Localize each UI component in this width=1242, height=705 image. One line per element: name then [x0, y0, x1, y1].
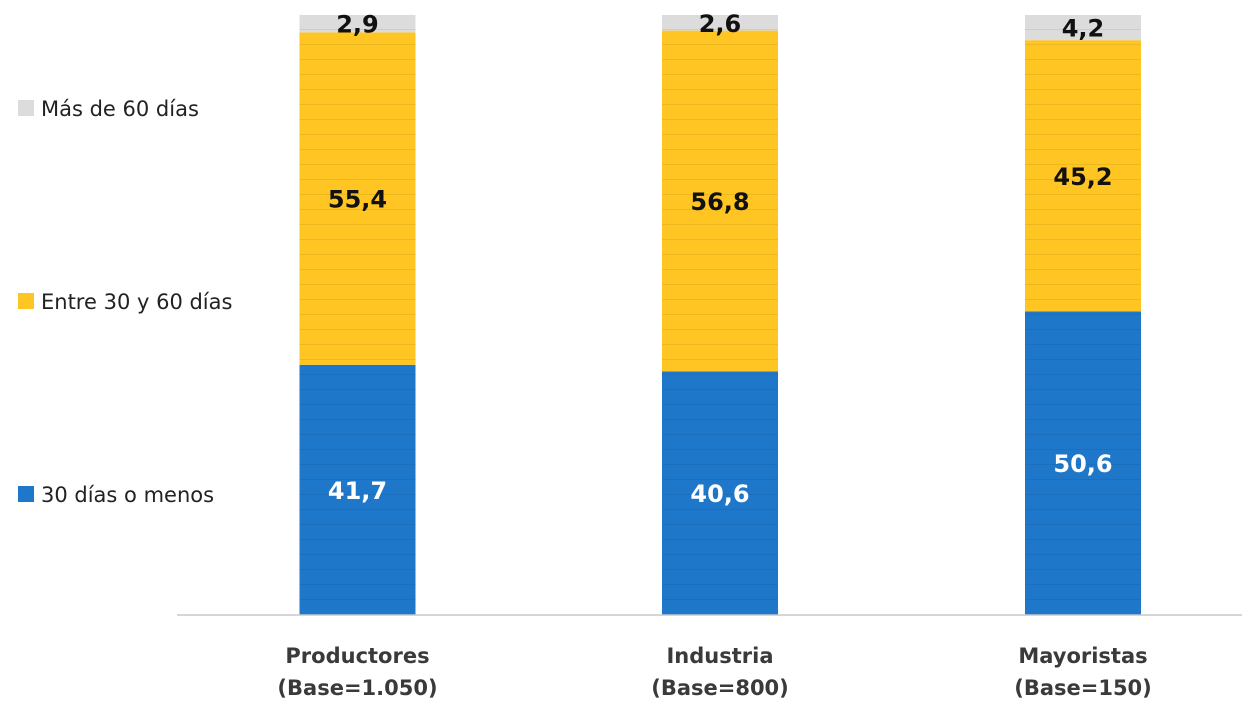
data-label-mayoristas-mas-de-60-dias: 4,2	[1062, 15, 1105, 43]
bar-mayoristas-entre-30-y-60-dias-texture	[1025, 40, 1141, 312]
x-tick-base-productores: (Base=1.050)	[277, 676, 437, 700]
x-tick-label-mayoristas: Mayoristas	[1018, 644, 1147, 668]
bars: 41,7 55,4 2,9 40,6 56,8 2,6 50,6 45,2 4,2	[299, 10, 1141, 615]
x-tick-label-productores: Productores	[285, 644, 429, 668]
bar-industria-30-dias-o-menos-texture	[662, 371, 778, 615]
category-labels: Productores (Base=1.050) Industria (Base=80…	[277, 644, 1151, 700]
legend-item-30-dias-o-menos: 30 días o menos	[18, 483, 214, 507]
bar-group-industria: 40,6 56,8 2,6	[662, 10, 778, 615]
bar-industria-entre-30-y-60-dias-texture	[662, 30, 778, 372]
data-label-productores-mas-de-60-dias: 2,9	[336, 11, 379, 39]
legend-label-entre-30-y-60-dias: Entre 30 y 60 días	[41, 290, 232, 314]
x-tick-mayoristas: Mayoristas (Base=150)	[1014, 644, 1152, 700]
legend-item-entre-30-y-60-dias: Entre 30 y 60 días	[18, 290, 232, 314]
legend-item-mas-de-60-dias: Más de 60 días	[18, 97, 199, 121]
data-label-productores-entre-30-y-60-dias: 55,4	[328, 186, 387, 214]
data-label-industria-mas-de-60-dias: 2,6	[699, 10, 742, 38]
bar-productores-30-dias-o-menos-texture	[299, 364, 416, 615]
bar-mayoristas-mas-de-60-dias-texture	[1025, 15, 1141, 41]
data-label-productores-30-dias-o-menos: 41,7	[328, 477, 387, 505]
bar-productores-mas-de-60-dias-texture	[299, 15, 416, 33]
x-tick-base-industria: (Base=800)	[651, 676, 789, 700]
bar-mayoristas-30-dias-o-menos-texture	[1025, 311, 1141, 615]
x-tick-label-industria: Industria	[666, 644, 773, 668]
legend: Más de 60 días Entre 30 y 60 días 30 días …	[18, 97, 232, 507]
data-label-industria-entre-30-y-60-dias: 56,8	[690, 188, 749, 216]
legend-swatch-entre-30-y-60-dias	[18, 293, 34, 309]
x-tick-base-mayoristas: (Base=150)	[1014, 676, 1152, 700]
legend-swatch-30-dias-o-menos	[18, 486, 34, 502]
legend-swatch-mas-de-60-dias	[18, 100, 34, 116]
legend-label-30-dias-o-menos: 30 días o menos	[41, 483, 214, 507]
bar-group-mayoristas: 50,6 45,2 4,2	[1025, 15, 1141, 615]
data-label-industria-30-dias-o-menos: 40,6	[690, 480, 749, 508]
x-tick-industria: Industria (Base=800)	[651, 644, 789, 700]
data-label-mayoristas-entre-30-y-60-dias: 45,2	[1053, 163, 1112, 191]
data-label-mayoristas-30-dias-o-menos: 50,6	[1053, 450, 1112, 478]
bar-productores-entre-30-y-60-dias-texture	[299, 32, 416, 365]
x-tick-productores: Productores (Base=1.050)	[277, 644, 437, 700]
legend-label-mas-de-60-dias: Más de 60 días	[41, 97, 199, 121]
bar-group-productores: 41,7 55,4 2,9	[299, 11, 416, 615]
bar-industria-mas-de-60-dias-texture	[662, 15, 778, 31]
